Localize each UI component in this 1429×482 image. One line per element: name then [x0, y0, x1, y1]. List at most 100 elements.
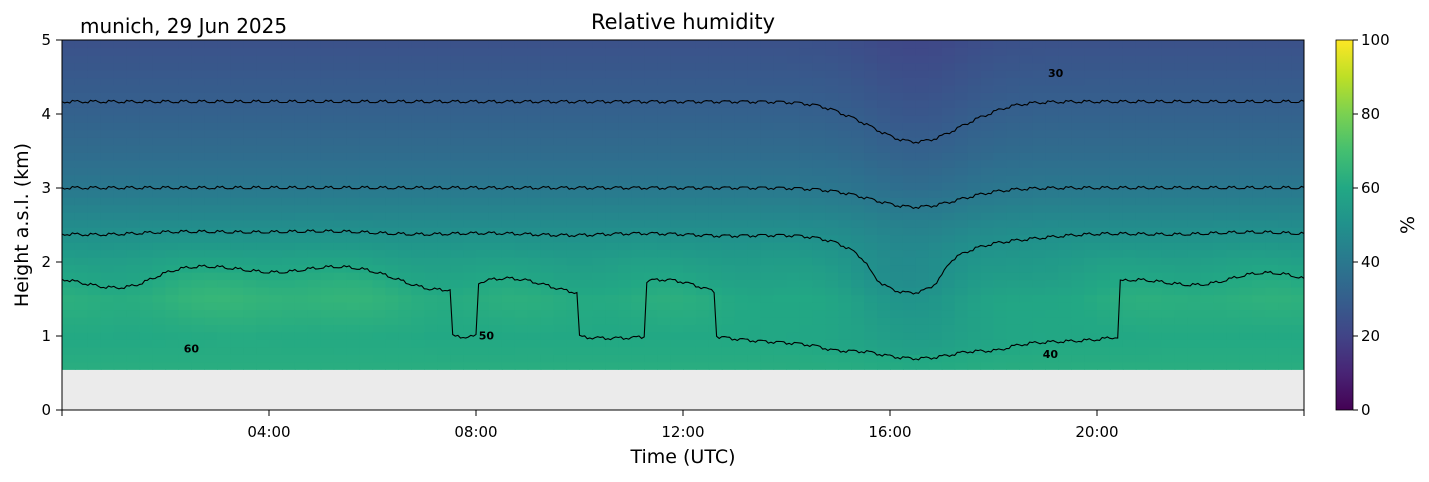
field-cell — [644, 324, 658, 333]
field-cell — [644, 189, 658, 198]
field-cell — [527, 107, 542, 116]
field-cell — [928, 167, 943, 176]
field-cell — [838, 272, 852, 281]
field-cell — [256, 129, 270, 138]
field-cell — [411, 294, 425, 303]
field-cell — [398, 167, 412, 176]
field-cell — [294, 129, 309, 138]
field-cell — [1032, 114, 1046, 123]
field-cell — [1135, 279, 1150, 288]
field-cell — [592, 316, 606, 325]
field-cell — [281, 264, 296, 273]
field-cell — [411, 92, 425, 101]
field-cell — [411, 47, 425, 56]
field-cell — [1161, 174, 1176, 183]
field-cell — [928, 107, 943, 116]
field-cell — [333, 92, 348, 101]
field-cell — [915, 272, 930, 281]
field-cell — [100, 294, 115, 303]
field-cell — [243, 122, 257, 131]
field-cell — [877, 339, 891, 348]
field-cell — [1071, 339, 1085, 348]
field-cell — [1174, 122, 1189, 131]
field-cell — [320, 137, 335, 146]
field-cell — [230, 167, 244, 176]
y-tick-label: 4 — [41, 105, 51, 123]
field-cell — [967, 242, 982, 251]
field-cell — [812, 346, 826, 355]
field-cell — [1187, 174, 1202, 183]
field-cell — [385, 174, 399, 183]
field-cell — [734, 227, 749, 236]
field-cell — [514, 167, 529, 176]
field-cell — [631, 242, 645, 251]
field-cell — [1019, 346, 1033, 355]
field-cell — [980, 62, 995, 71]
field-cell — [100, 47, 115, 56]
field-cell — [1265, 361, 1279, 370]
field-cell — [527, 197, 542, 206]
field-cell — [1058, 249, 1072, 258]
field-cell — [786, 167, 801, 176]
field-cell — [1187, 99, 1202, 108]
field-cell — [1200, 316, 1215, 325]
field-cell — [721, 212, 736, 221]
field-cell — [721, 354, 736, 363]
field-cell — [501, 234, 516, 243]
field-cell — [385, 99, 399, 108]
field-cell — [1174, 331, 1189, 340]
field-cell — [1135, 324, 1150, 333]
field-cell — [954, 114, 969, 123]
field-cell — [1265, 144, 1279, 153]
field-cell — [74, 129, 89, 138]
field-cell — [1200, 137, 1215, 146]
field-cell — [540, 54, 555, 64]
field-cell — [605, 107, 619, 116]
field-cell — [217, 339, 231, 348]
field-cell — [398, 361, 412, 370]
field-cell — [178, 77, 192, 86]
field-cell — [204, 40, 218, 49]
field-cell — [74, 54, 89, 64]
field-cell — [954, 152, 969, 161]
field-cell — [346, 249, 361, 258]
field-cell — [1252, 286, 1266, 296]
field-cell — [476, 324, 490, 333]
field-cell — [786, 257, 801, 266]
field-cell — [579, 144, 594, 153]
field-cell — [437, 122, 451, 131]
field-cell — [1148, 129, 1163, 138]
field-cell — [967, 40, 982, 49]
field-cell — [760, 182, 775, 191]
field-cell — [1006, 62, 1020, 71]
field-cell — [1174, 301, 1189, 311]
field-cell — [980, 174, 995, 183]
field-cell — [760, 144, 775, 153]
field-cell — [269, 286, 283, 296]
field-cell — [644, 159, 658, 168]
field-cell — [62, 286, 76, 296]
field-cell — [437, 137, 451, 146]
field-cell — [747, 272, 762, 281]
field-cell — [1084, 339, 1098, 348]
field-cell — [165, 279, 180, 288]
field-cell — [424, 54, 438, 64]
field-cell — [1045, 62, 1059, 71]
field-cell — [592, 212, 606, 221]
field-cell — [553, 212, 568, 221]
field-cell — [1265, 272, 1279, 281]
field-cell — [126, 144, 141, 153]
field-cell — [411, 331, 425, 340]
field-cell — [1213, 69, 1227, 79]
field-cell — [320, 114, 335, 123]
field-cell — [1032, 197, 1046, 206]
field-cell — [890, 339, 904, 348]
field-cell — [553, 257, 568, 266]
field-cell — [695, 92, 710, 101]
field-cell — [1019, 84, 1033, 93]
field-cell — [540, 286, 555, 296]
field-cell — [307, 249, 322, 258]
field-cell — [1019, 361, 1033, 370]
field-cell — [864, 99, 878, 108]
field-cell — [605, 219, 619, 228]
